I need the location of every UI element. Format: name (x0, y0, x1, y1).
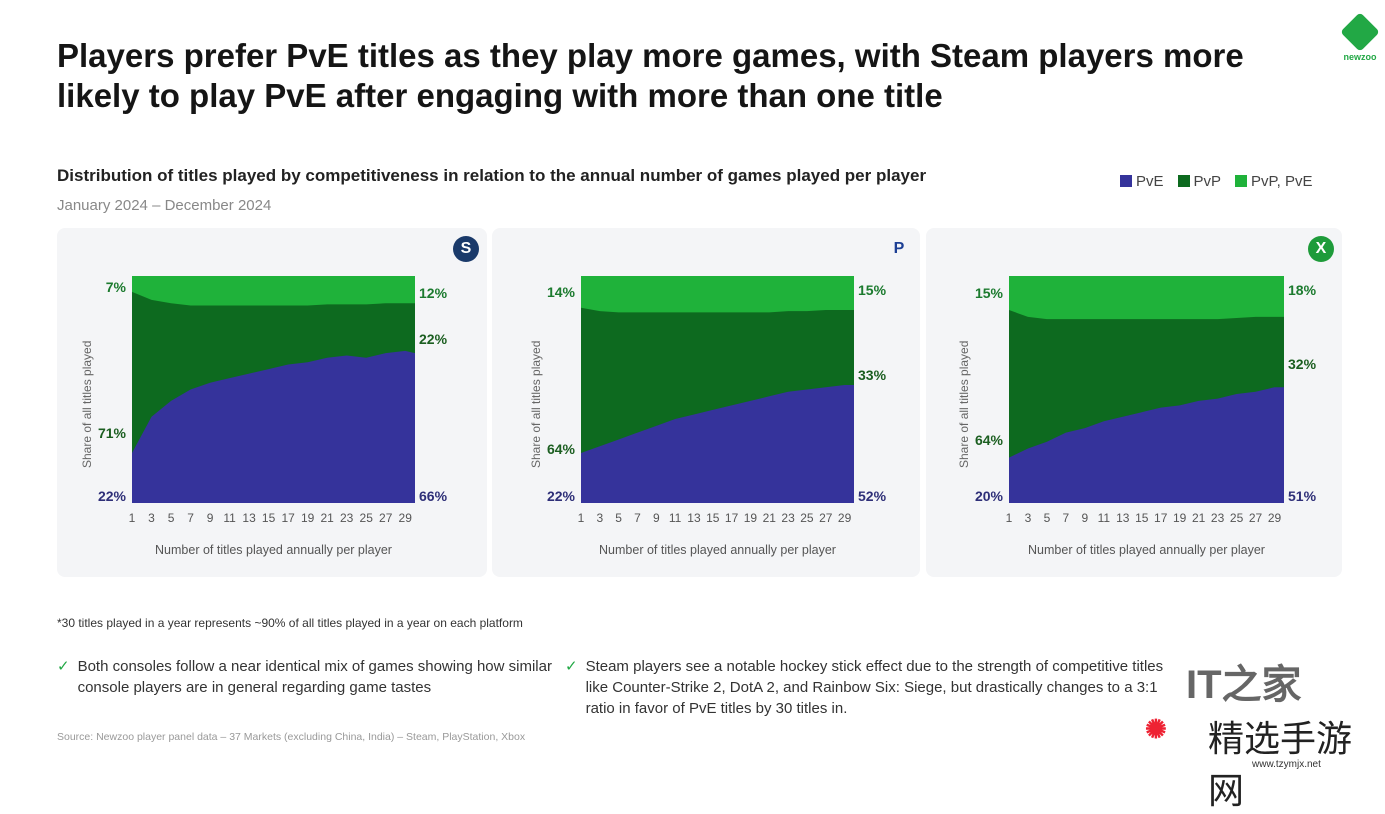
x-tick-11: 11 (1097, 511, 1111, 525)
x-tick-19: 19 (300, 511, 315, 525)
y-axis-title: Share of all titles played (957, 340, 971, 468)
x-tick-25: 25 (1229, 511, 1244, 525)
x-tick-27: 27 (379, 511, 393, 525)
x-tick-23: 23 (340, 511, 354, 525)
label-left-2: 20% (974, 488, 1003, 504)
x-tick-3: 3 (596, 511, 604, 525)
x-tick-1: 1 (128, 511, 136, 525)
chart-panel-xbox: 15% 64% 20% 18% 32% 51% 1 3 5 7 9 11 13 15 17 19 21 23 25 2… (926, 228, 1342, 577)
label-left-2: 22% (546, 488, 575, 504)
label-right-1: 32% (1288, 356, 1317, 372)
label-right-1: 33% (858, 367, 887, 383)
x-tick-5: 5 (1043, 511, 1051, 525)
x-tick-1: 1 (577, 511, 585, 525)
label-right-2: 51% (1288, 488, 1317, 504)
x-tick-7: 7 (634, 511, 641, 525)
x-tick-25: 25 (359, 511, 373, 525)
legend-item-pvp: PvP (1177, 173, 1221, 190)
x-tick-13: 13 (242, 511, 256, 525)
x-tick-29: 29 (398, 511, 412, 525)
legend: PvE PvP PvP, PvE (1120, 173, 1312, 190)
area-chart (132, 276, 415, 503)
label-left-0: 14% (546, 284, 575, 300)
label-left-0: 15% (974, 285, 1003, 301)
area-chart (581, 276, 854, 503)
playstation-icon: P (893, 240, 905, 257)
x-tick-9: 9 (1081, 511, 1089, 525)
label-right-0: 18% (1288, 282, 1317, 298)
x-tick-17: 17 (281, 511, 295, 525)
label-right-2: 52% (858, 488, 887, 504)
area-pve (1009, 387, 1284, 503)
x-tick-27: 27 (819, 511, 833, 525)
bullet-consoles: ✓ Both consoles follow a near identical m… (57, 658, 552, 696)
x-tick-11: 11 (223, 511, 236, 525)
x-tick-5: 5 (615, 511, 622, 525)
label-left-1: 71% (97, 425, 126, 441)
check-icon: ✓ (565, 658, 578, 675)
footnote: *30 titles played in a year represents ~… (57, 616, 523, 630)
x-axis-title: Number of titles played annually per pla… (155, 543, 392, 557)
x-tick-9: 9 (206, 511, 214, 525)
x-tick-5: 5 (167, 511, 175, 525)
label-left-2: 22% (97, 488, 126, 504)
x-tick-3: 3 (148, 511, 155, 525)
x-tick-21: 21 (320, 511, 334, 525)
x-tick-25: 25 (800, 511, 814, 525)
x-tick-15: 15 (1135, 511, 1149, 525)
x-tick-19: 19 (743, 511, 758, 525)
label-left-1: 64% (546, 441, 575, 457)
x-tick-7: 7 (187, 511, 194, 525)
x-tick-29: 29 (1267, 511, 1282, 525)
area-pve (581, 384, 854, 503)
x-tick-15: 15 (706, 511, 720, 525)
logo-text: newzoo (1343, 52, 1377, 62)
label-left-1: 64% (974, 432, 1003, 448)
x-tick-27: 27 (1248, 511, 1263, 525)
x-tick-11: 11 (668, 511, 682, 525)
chart-subtitle: Distribution of titles played by competi… (57, 166, 927, 185)
legend-item-pvp-pve: PvP, PvE (1235, 173, 1312, 190)
bullet-steam: ✓ Steam players see a notable hockey stic… (565, 658, 1164, 717)
steam-icon: S (453, 236, 479, 262)
area-pve (132, 350, 415, 503)
x-tick-13: 13 (687, 511, 701, 525)
chart-panel-steam: 7% 71% 22% 12% 22% 66% 1 3 5 7 9 11 13 15 17 19 21 23 25 27… (57, 228, 487, 577)
watermark-url: www.tzymjx.net (1252, 759, 1321, 770)
x-tick-23: 23 (1210, 511, 1225, 525)
label-right-1: 22% (419, 331, 448, 347)
x-tick-15: 15 (261, 511, 276, 525)
x-tick-17: 17 (724, 511, 739, 525)
x-tick-23: 23 (781, 511, 795, 525)
x-tick-1: 1 (1005, 511, 1013, 525)
x-tick-19: 19 (1173, 511, 1187, 525)
source-note: Source: Newzoo player panel data – 37 Ma… (57, 731, 526, 743)
legend-item-pve: PvE (1120, 173, 1164, 190)
watermark-logo-icon: ✺ (1145, 714, 1167, 744)
x-tick-21: 21 (1191, 511, 1206, 525)
x-tick-3: 3 (1024, 511, 1032, 525)
newzoo-logo: newzoo (1338, 12, 1382, 62)
x-tick-9: 9 (652, 511, 660, 525)
label-left-0: 7% (105, 279, 126, 295)
x-axis-title: Number of titles played annually per pla… (1028, 543, 1265, 557)
xbox-icon: X (1308, 236, 1334, 262)
date-range: January 2024 – December 2024 (57, 197, 272, 214)
area-chart (1009, 276, 1284, 503)
x-tick-21: 21 (762, 511, 776, 525)
x-tick-17: 17 (1154, 511, 1168, 525)
watermark-it: IT之家 (1182, 652, 1306, 710)
x-tick-29: 29 (837, 511, 852, 525)
y-axis-title: Share of all titles played (529, 340, 543, 468)
chart-panel-playstation: 14% 64% 22% 15% 33% 52% 1 3 5 7 9 11 13 15 17 19 21 23 25 2… (492, 228, 920, 577)
page-title: Players prefer PvE titles as they play m… (57, 37, 1244, 114)
x-axis-title: Number of titles played annually per pla… (599, 543, 836, 557)
label-right-2: 66% (419, 488, 448, 504)
label-right-0: 15% (858, 282, 887, 298)
y-axis-title: Share of all titles played (80, 340, 94, 468)
label-right-0: 12% (419, 285, 448, 301)
x-tick-13: 13 (1116, 511, 1130, 525)
check-icon: ✓ (57, 658, 70, 675)
x-tick-7: 7 (1062, 511, 1070, 525)
